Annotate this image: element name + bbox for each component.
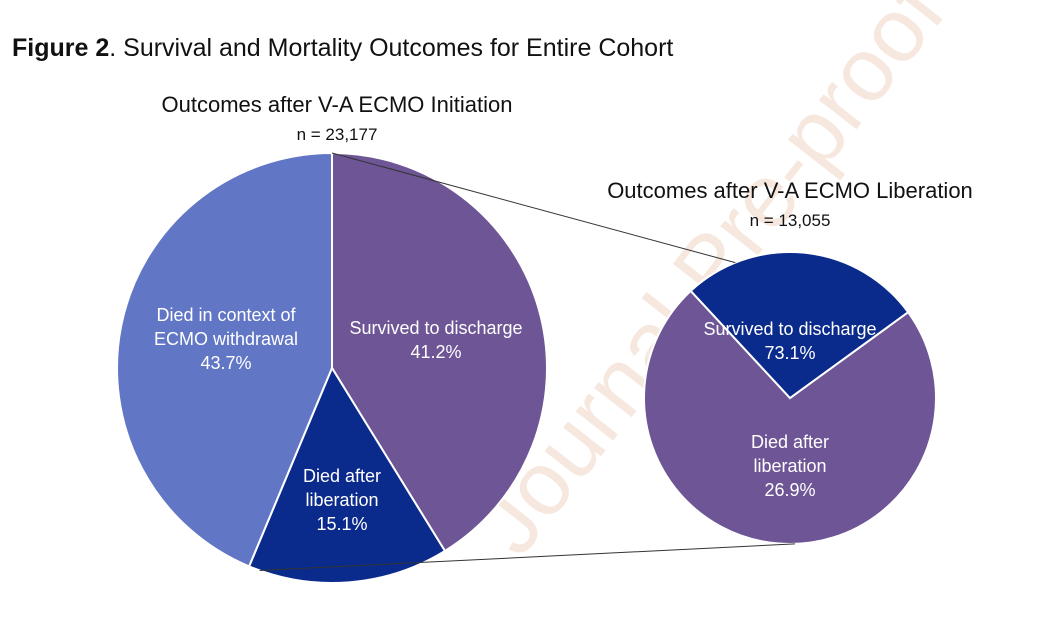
slice-label-died-after-liberation: Died after liberation 15.1% <box>303 466 381 534</box>
slice-value-label: 41.2% <box>410 342 461 362</box>
pie-slice-died-in-context-of-ecmo-withdrawal <box>116 151 333 568</box>
connector-line-bottom <box>259 543 796 571</box>
slice-label-died-in-context-of-ecmo-withdrawal: Died in context of ECMO withdrawal 43.7% <box>154 305 298 373</box>
pie-liberation: Survived to discharge 73.1% Died after libe… <box>607 178 973 545</box>
pie-slice-survived-to-discharge <box>643 289 937 545</box>
slice-name-line: Died in context of <box>156 305 296 325</box>
slice-name-line: ECMO withdrawal <box>154 329 298 349</box>
pie-slice-died-after-liberation <box>247 365 447 584</box>
slice-value-label: 73.1% <box>764 343 815 363</box>
slice-label-survived-to-discharge: Survived to discharge 41.2% <box>349 318 522 362</box>
slice-label-survived-to-discharge: Survived to discharge 73.1% <box>703 319 876 363</box>
pie-slice-survived-to-discharge <box>331 151 548 553</box>
pie-title: Outcomes after V-A ECMO Initiation <box>162 92 513 117</box>
slice-name-line: Died after <box>751 432 829 452</box>
slice-name-line: Died after <box>303 466 381 486</box>
figure-label: Figure 2 <box>12 34 110 62</box>
figure-caption-text: . Survival and Mortality Outcomes for En… <box>109 34 674 62</box>
slice-name-line: Survived to discharge <box>703 319 876 339</box>
pie-sample-size: n = 23,177 <box>297 125 378 144</box>
slice-value-label: 26.9% <box>764 480 815 500</box>
slice-label-died-after-liberation: Died after liberation 26.9% <box>751 432 829 500</box>
figure-caption: Figure 2. Survival and Mortality Outcome… <box>12 34 673 63</box>
pie-title: Outcomes after V-A ECMO Liberation <box>607 178 973 203</box>
pie-initiation: Survived to discharge 41.2% Died after libe… <box>116 92 548 584</box>
connector-line-top <box>331 152 736 264</box>
slice-name-line: liberation <box>753 456 826 476</box>
slice-value-label: 15.1% <box>316 514 367 534</box>
pie-slice-died-after-liberation <box>689 250 910 400</box>
slice-name-line: liberation <box>305 490 378 510</box>
slice-value-label: 43.7% <box>200 353 251 373</box>
slice-name-line: Survived to discharge <box>349 318 522 338</box>
pie-sample-size: n = 13,055 <box>750 211 831 230</box>
